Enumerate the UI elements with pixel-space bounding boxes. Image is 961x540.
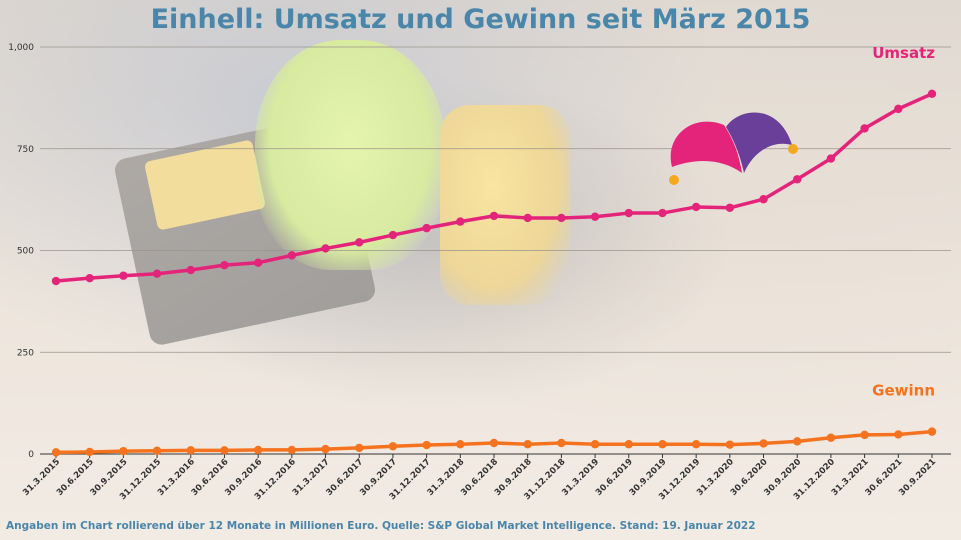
series-label-gewinn: Gewinn (872, 382, 935, 400)
data-point-umsatz (422, 223, 431, 233)
data-point-gewinn (287, 445, 297, 455)
data-point-gewinn (523, 440, 532, 449)
data-point-gewinn (658, 440, 667, 449)
data-point-gewinn (51, 448, 61, 457)
data-point-gewinn (253, 445, 263, 455)
data-point-umsatz (658, 208, 667, 218)
y-tick-label: 750 (17, 145, 34, 155)
data-point-gewinn (321, 444, 330, 454)
data-point-gewinn (557, 438, 566, 448)
data-point-gewinn (894, 430, 903, 439)
data-point-umsatz (759, 195, 768, 204)
data-point-gewinn (927, 427, 937, 436)
data-point-gewinn (456, 440, 465, 449)
data-point-gewinn (793, 437, 802, 446)
data-point-umsatz (860, 124, 869, 133)
chart-series (51, 89, 937, 457)
y-tick-label: 0 (28, 450, 34, 460)
chart-footnote: Angaben im Chart rollierend über 12 Mona… (6, 520, 756, 532)
data-point-gewinn (590, 440, 600, 449)
y-tick-label: 500 (17, 247, 34, 257)
data-point-umsatz (456, 217, 465, 226)
data-point-umsatz (489, 211, 499, 221)
data-point-gewinn (152, 446, 162, 455)
data-point-umsatz (927, 89, 937, 99)
data-point-gewinn (759, 439, 768, 448)
chart-title: Einhell: Umsatz und Gewinn seit März 201… (150, 4, 811, 35)
data-point-umsatz (119, 271, 128, 280)
data-point-umsatz (557, 213, 566, 223)
data-point-gewinn (860, 430, 869, 440)
series-labels: Umsatz Gewinn (872, 44, 935, 400)
data-point-umsatz (624, 208, 633, 218)
data-point-gewinn (85, 447, 94, 457)
data-point-gewinn (422, 440, 431, 450)
series-line-umsatz (55, 92, 933, 283)
data-point-gewinn (826, 433, 836, 442)
jester-hat-left-flap (670, 121, 742, 173)
data-point-umsatz (355, 238, 364, 247)
x-axis-ticks: 31.3.201530.6.201530.9.201531.12.201531.… (21, 454, 938, 502)
data-point-umsatz (523, 213, 532, 223)
data-point-umsatz (691, 202, 701, 212)
data-point-umsatz (51, 276, 61, 286)
data-point-umsatz (725, 203, 735, 212)
y-tick-label: 1,000 (8, 43, 34, 53)
y-axis-ticks: 0 250 500 750 1,000 (8, 43, 34, 460)
data-point-umsatz (152, 269, 162, 278)
jester-bell-right (788, 144, 798, 154)
data-point-gewinn (220, 446, 229, 455)
jester-bell-left (669, 175, 679, 185)
data-point-gewinn (725, 440, 735, 449)
data-point-umsatz (590, 212, 600, 221)
chart-grid (40, 46, 951, 455)
data-point-umsatz (220, 260, 229, 270)
data-point-gewinn (624, 440, 633, 449)
data-point-umsatz (253, 258, 263, 267)
jester-hat-icon (669, 112, 798, 185)
data-point-gewinn (119, 446, 128, 456)
jester-hat-right-flap (726, 112, 792, 173)
series-label-umsatz: Umsatz (872, 44, 935, 62)
data-point-umsatz (388, 230, 398, 240)
data-point-umsatz (186, 265, 195, 275)
y-tick-label: 250 (17, 348, 34, 358)
data-point-umsatz (826, 154, 836, 163)
data-point-gewinn (691, 440, 701, 449)
data-point-umsatz (287, 251, 297, 260)
data-point-gewinn (489, 438, 499, 448)
data-point-gewinn (388, 442, 398, 451)
data-point-umsatz (85, 273, 94, 283)
data-point-umsatz (321, 244, 330, 253)
data-point-gewinn (186, 446, 195, 455)
data-point-gewinn (355, 443, 364, 453)
data-point-umsatz (793, 175, 802, 184)
data-point-umsatz (894, 104, 903, 114)
